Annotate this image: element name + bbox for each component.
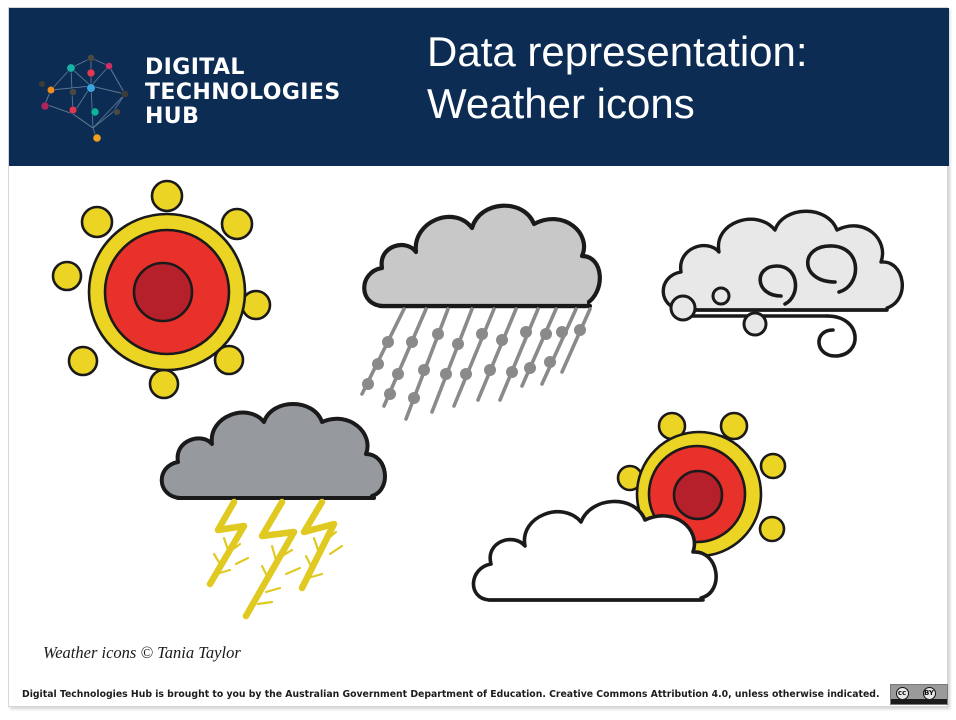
slide-canvas: DIGITAL TECHNOLOGIES HUB Data representa… [8,7,949,708]
footer-attribution-text: Digital Technologies Hub is brought to y… [22,688,880,700]
brand-logo: DIGITAL TECHNOLOGIES HUB [33,50,353,142]
partly-sunny-icon[interactable] [467,398,817,628]
windy-icon[interactable] [649,204,914,384]
network-constellation-icon [38,54,129,142]
slide-footer: Digital Technologies Hub is brought to y… [9,680,949,708]
sunny-icon[interactable] [47,174,287,404]
creative-commons-by-badge[interactable]: cc BY [889,683,948,705]
cc-badge-bar [890,698,947,704]
image-credit: Weather icons © Tania Taylor [43,643,241,662]
brand-logo-wordmark: DIGITAL TECHNOLOGIES HUB [145,55,341,129]
rain-icon[interactable] [354,194,609,429]
page-title: Data representation: Weather icons [427,28,808,127]
icon-gallery [9,166,949,636]
thunderstorm-icon[interactable] [154,398,404,638]
slide-header-band: DIGITAL TECHNOLOGIES HUB Data representa… [9,8,949,166]
